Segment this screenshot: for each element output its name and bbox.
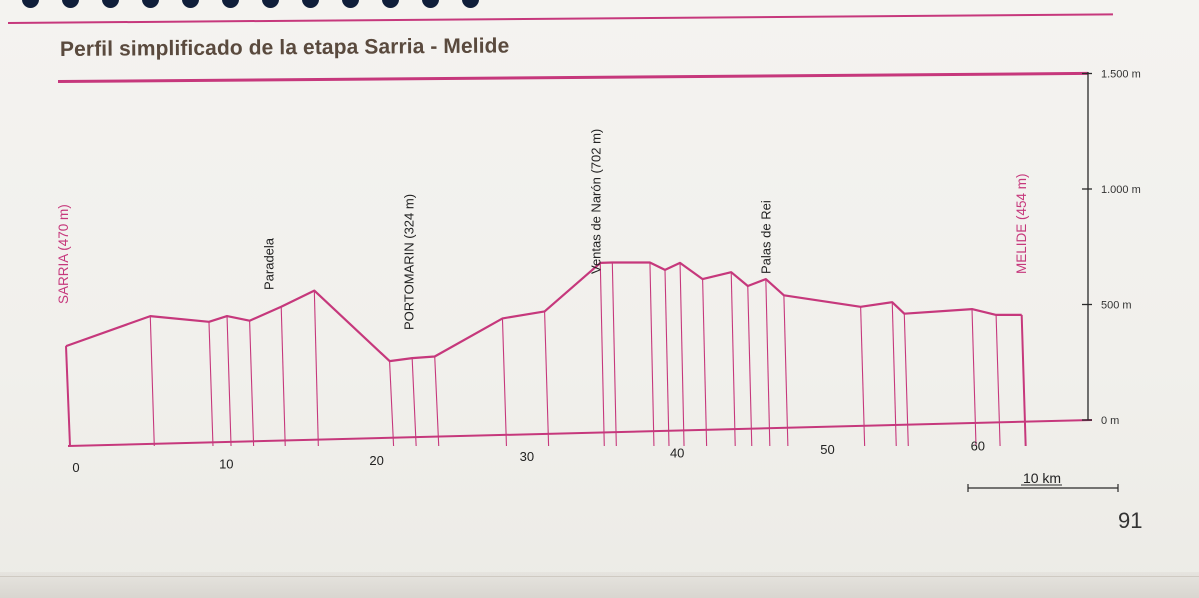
- x-tick-label-4: 40: [670, 446, 684, 461]
- x-tick-label-2: 20: [369, 453, 383, 468]
- drop-line-15: [664, 269, 670, 447]
- binder-hole: [62, 0, 79, 8]
- bottom-edge: [0, 576, 1199, 577]
- place-label-0: SARRIA (470 m): [56, 204, 71, 304]
- binder-hole: [462, 0, 479, 8]
- binder-hole: [142, 0, 159, 8]
- binder-hole: [422, 0, 439, 8]
- profile-line: [65, 261, 1022, 363]
- place-labels: SARRIA (470 m) Paradela PORTOMARIN (324 m)…: [56, 129, 1029, 330]
- drop-line-6: [313, 290, 319, 447]
- binder-hole: [22, 0, 39, 8]
- drop-line-9: [434, 356, 440, 447]
- drop-line-16: [679, 262, 685, 447]
- drop-line-19: [747, 286, 753, 447]
- drop-line-21: [783, 295, 789, 447]
- place-label-2: PORTOMARIN (324 m): [402, 194, 417, 330]
- place-label-3: Ventas de Narón (702 m): [588, 129, 603, 274]
- baseline: [67, 419, 1093, 447]
- binder-hole: [382, 0, 399, 8]
- x-axis-ticks: 0 10 20 30 40 50 60: [72, 438, 985, 475]
- binder-hole: [342, 0, 359, 8]
- drop-line-27: [1020, 314, 1027, 447]
- drop-line-17: [702, 279, 708, 447]
- y-tick-label-3: 1.500 m: [1101, 69, 1141, 81]
- drop-line-4: [249, 320, 255, 447]
- binder-hole: [102, 0, 119, 8]
- y-tick-label-2: 1.000 m: [1101, 184, 1141, 196]
- drop-lines: [65, 262, 1027, 447]
- place-label-1: Paradela: [262, 237, 277, 290]
- drop-line-0: [65, 346, 71, 447]
- x-tick-label-5: 50: [820, 442, 834, 457]
- drop-line-22: [860, 306, 866, 447]
- drop-line-13: [611, 262, 617, 447]
- drop-line-1: [149, 316, 155, 447]
- page-number: 91: [1118, 508, 1143, 533]
- place-label-5: MELIDE (454 m): [1014, 173, 1029, 274]
- y-tick-label-0: 0 m: [1101, 415, 1119, 427]
- binder-hole: [182, 0, 199, 8]
- binder-holes: [0, 0, 520, 12]
- x-tick-label-1: 10: [219, 456, 233, 471]
- drop-line-5: [280, 306, 286, 447]
- drop-line-10: [501, 318, 507, 447]
- drop-line-25: [971, 309, 977, 447]
- x-tick-label-3: 30: [520, 449, 534, 464]
- scale-bar-label: 10 km: [1023, 470, 1061, 486]
- drop-line-3: [226, 316, 232, 447]
- x-tick-label-6: 60: [971, 438, 985, 453]
- drop-line-14: [649, 262, 655, 447]
- y-axis-ticks: 0 m 500 m 1.000 m 1.500 m: [1082, 69, 1141, 427]
- binder-hole: [222, 0, 239, 8]
- binder-hole: [262, 0, 279, 8]
- drop-line-20: [765, 279, 771, 447]
- place-label-4: Palas de Rei: [758, 200, 773, 274]
- drop-line-7: [389, 361, 395, 447]
- drop-line-12: [599, 262, 605, 447]
- drop-line-18: [730, 272, 736, 447]
- drop-line-24: [903, 313, 909, 447]
- drop-line-11: [544, 311, 550, 447]
- x-tick-label-0: 0: [72, 460, 79, 475]
- y-tick-label-1: 500 m: [1101, 300, 1132, 312]
- drop-line-26: [995, 314, 1001, 447]
- drop-line-2: [208, 321, 214, 447]
- scale-bar: 10 km: [967, 470, 1119, 492]
- drop-line-23: [891, 302, 897, 447]
- drop-line-8: [411, 358, 417, 447]
- binder-hole: [302, 0, 319, 8]
